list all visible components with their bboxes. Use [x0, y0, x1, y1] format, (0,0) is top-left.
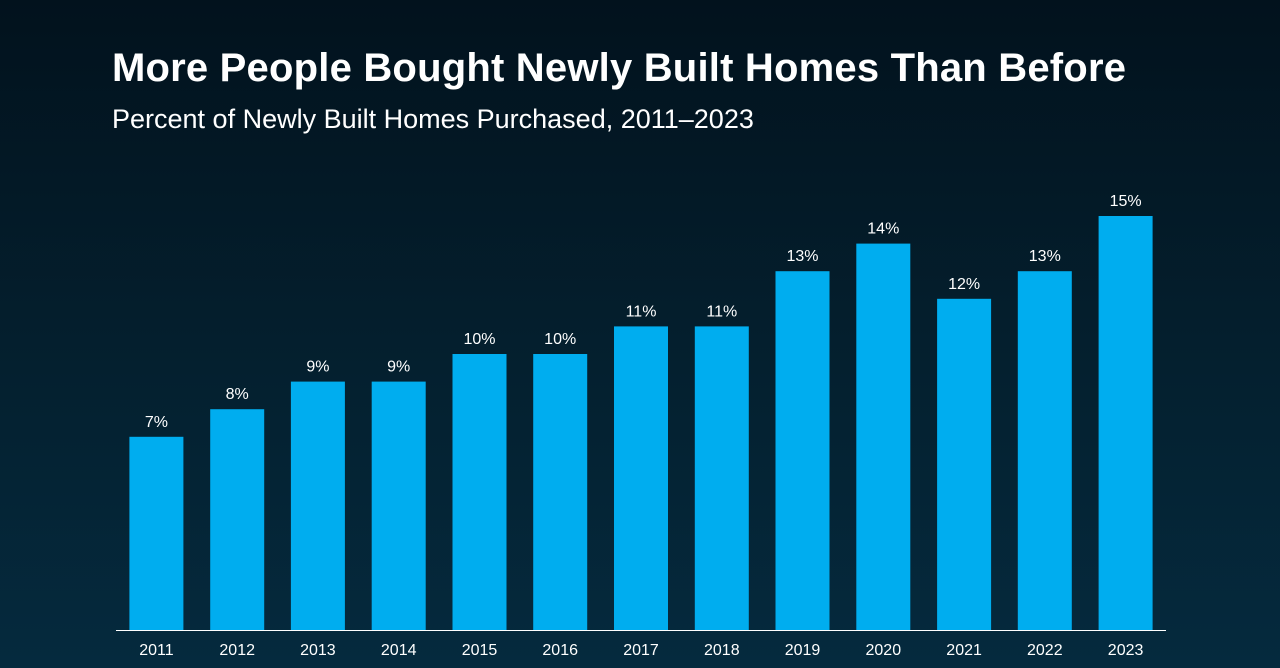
value-label-2021: 12%: [948, 276, 980, 293]
x-tick-label-2021: 2021: [946, 642, 982, 659]
x-tick-label-2011: 2011: [139, 642, 174, 659]
bar-2018: [694, 326, 749, 630]
bar-2020: [856, 243, 911, 630]
bar-2015: [452, 354, 507, 630]
value-label-2012: 8%: [226, 386, 249, 403]
bar-2017: [614, 326, 668, 630]
bar-2021: [937, 298, 992, 630]
x-tick-label-2020: 2020: [866, 642, 902, 659]
bar-2013: [290, 381, 345, 630]
x-tick-label-2012: 2012: [219, 642, 255, 659]
bar-2023: [1098, 216, 1153, 630]
x-tick-label-2017: 2017: [623, 642, 659, 659]
bar-2012: [210, 409, 265, 630]
value-label-2016: 10%: [544, 331, 576, 348]
bars-group: [129, 216, 1153, 630]
bar-2011: [129, 436, 184, 630]
value-label-2022: 13%: [1029, 248, 1061, 265]
x-tick-label-2016: 2016: [542, 642, 578, 659]
value-label-2023: 15%: [1110, 193, 1142, 210]
x-tick-label-2018: 2018: [704, 642, 740, 659]
value-label-2020: 14%: [867, 221, 899, 238]
bar-2022: [1017, 271, 1072, 630]
x-tick-label-2014: 2014: [381, 642, 417, 659]
x-tick-label-2022: 2022: [1027, 642, 1063, 659]
value-labels-group: 7% 8% 9% 9% 10% 10% 11% 11% 13% 14% 12% 13% 15%: [145, 193, 1142, 431]
bar-2016: [533, 354, 588, 630]
x-tick-label-2023: 2023: [1108, 642, 1144, 659]
x-tick-labels-group: 2011 2012 2013 2014 2015 2016 2017 2018 2019 2020…: [139, 642, 1143, 659]
bar-2014: [371, 381, 426, 630]
value-label-2015: 10%: [463, 331, 495, 348]
x-tick-label-2013: 2013: [300, 642, 336, 659]
x-tick-label-2019: 2019: [785, 642, 821, 659]
chart-title: More People Bought Newly Built Homes Tha…: [112, 46, 1127, 90]
bar-2019: [775, 271, 830, 630]
x-tick-label-2015: 2015: [462, 642, 498, 659]
value-label-2011: 7%: [145, 414, 168, 431]
value-label-2017: 11%: [626, 303, 657, 320]
chart-subtitle: Percent of Newly Built Homes Purchased, …: [112, 104, 754, 134]
value-label-2019: 13%: [786, 248, 818, 265]
value-label-2013: 9%: [306, 359, 329, 376]
value-label-2018: 11%: [706, 303, 737, 320]
value-label-2014: 9%: [387, 359, 410, 376]
